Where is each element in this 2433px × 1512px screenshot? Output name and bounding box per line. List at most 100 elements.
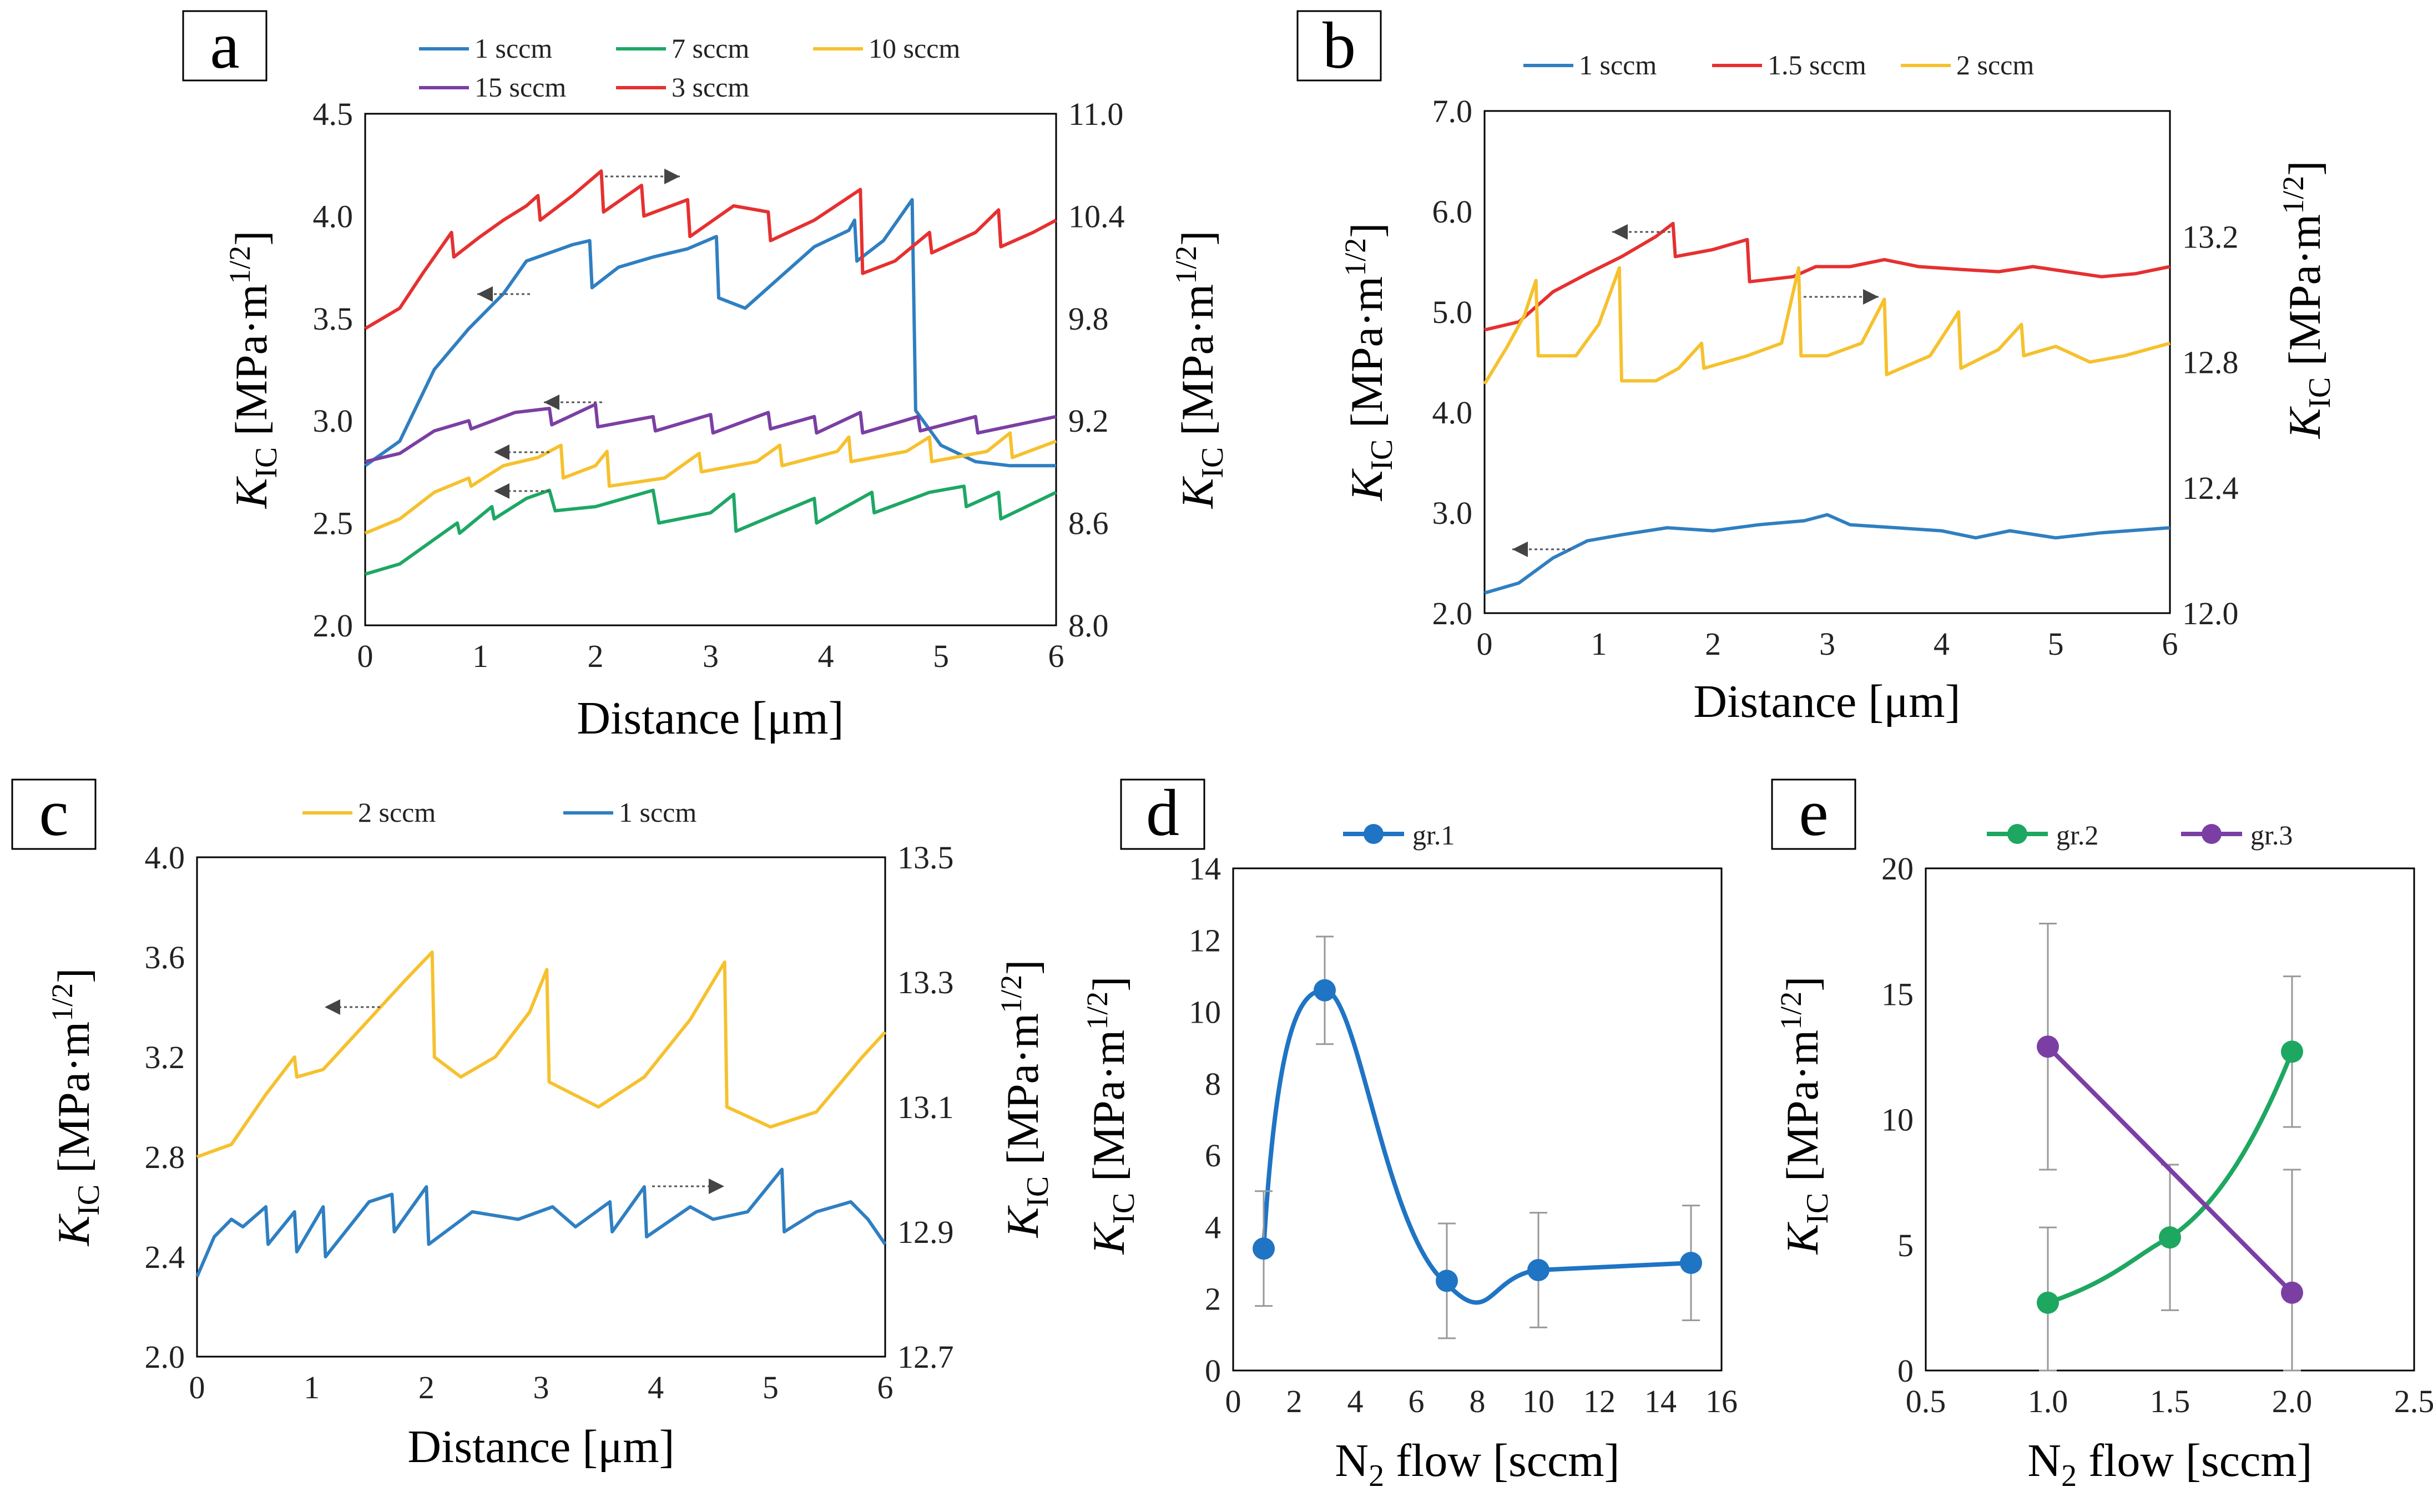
b-xtick-label: 3 (1819, 626, 1835, 662)
b-direction-arrow-head (1863, 289, 1879, 305)
panel-b-ylabel-left: KIC [MPa·m1/2] (1339, 223, 1399, 502)
a-ytick-right-label: 8.0 (1068, 608, 1109, 644)
a-ytick-left-label: 2.0 (313, 608, 354, 644)
a-xtick-label: 6 (1048, 638, 1064, 674)
e-xtick-label: 1.0 (2028, 1383, 2068, 1419)
panel-d-ylabel: KIC [MPa·m1/2] (1081, 977, 1141, 1255)
panel-b-series (1483, 221, 2170, 595)
panel-a: a 1 sccm 7 sccm 10 sccm 15 sccm 3 sccm 0 1 2 3 4… (182, 8, 1230, 744)
d-xtick-label: 10 (1522, 1383, 1554, 1419)
a-ytick-right-label: 8.6 (1068, 505, 1109, 542)
e-series-line-gr.3 (2046, 1045, 2294, 1294)
a-legend-label: 1 sccm (475, 33, 552, 64)
e-legend-label: gr.2 (2056, 820, 2098, 851)
b-xtick-label: 2 (1705, 626, 1721, 662)
c-xtick-label: 1 (304, 1369, 320, 1405)
panel-b-letter: b (1322, 8, 1356, 82)
c-ytick-right-label: 13.5 (897, 840, 954, 876)
e-ytick-label: 15 (1881, 976, 1914, 1012)
c-ytick-left-label: 3.2 (145, 1039, 185, 1075)
panel-b-letter-box (1296, 10, 1382, 82)
panel-c-series (195, 950, 887, 1278)
panel-d-letter: d (1146, 776, 1179, 849)
d-data-point (1436, 1270, 1458, 1292)
panel-c-letter-box (11, 778, 97, 850)
b-direction-arrow-head (1612, 224, 1628, 240)
panel-e-plot-area (1925, 867, 2415, 1372)
panel-a-legend: 1 sccm 7 sccm 10 sccm 15 sccm 3 sccm (419, 33, 960, 103)
d-xtick-label: 16 (1705, 1383, 1738, 1419)
a-series-line-1-sccm (364, 198, 1056, 468)
e-ytick-label: 5 (1897, 1227, 1914, 1263)
b-xtick-label: 5 (2048, 626, 2064, 662)
c-legend-label: 1 sccm (619, 797, 696, 828)
panel-c-letter: c (39, 776, 68, 849)
a-xtick-label: 1 (472, 638, 488, 674)
a-ytick-left-label: 3.0 (313, 403, 354, 439)
a-ytick-right-label: 11.0 (1068, 96, 1123, 132)
panel-a-series (364, 169, 1057, 576)
e-xtick-label: 2.0 (2272, 1383, 2313, 1419)
panel-a-ylabel-left: KIC [MPa·m1/2] (223, 231, 284, 509)
panel-d: d gr.1 0 2 4 6 8 10 12 14 16 0 2 4 6 8 10 12 14 N2 flow … (1081, 776, 1738, 1493)
panel-b-xlabel: Distance [μm] (1693, 676, 1960, 727)
d-data-point (1680, 1252, 1702, 1275)
b-ytick-left-label: 6.0 (1432, 194, 1473, 230)
c-direction-arrow-head (325, 999, 340, 1015)
d-xtick-label: 6 (1409, 1383, 1425, 1419)
d-ytick-label: 8 (1205, 1066, 1221, 1102)
d-series-line-gr.1 (1261, 988, 1692, 1305)
panel-e-letter-box (1771, 778, 1856, 850)
a-ytick-right-label: 9.2 (1068, 403, 1109, 439)
c-xtick-label: 5 (763, 1369, 779, 1405)
a-xtick-label: 4 (818, 638, 834, 674)
e-xtick-label: 1.5 (2150, 1383, 2190, 1419)
d-data-point (1253, 1237, 1275, 1260)
d-ytick-label: 6 (1205, 1137, 1221, 1174)
b-ytick-left-label: 3.0 (1432, 495, 1473, 531)
panel-a-xlabel: Distance [μm] (577, 692, 844, 744)
panel-e-xlabel: N2 flow [sccm] (2027, 1435, 2312, 1493)
d-legend-label: gr.1 (1412, 820, 1455, 851)
a-direction-arrow-head (494, 444, 509, 460)
e-ytick-label: 0 (1897, 1353, 1914, 1389)
b-series-line-1-sccm (1484, 513, 2170, 595)
panel-b-legend: 1 sccm 1.5 sccm 2 sccm (1523, 49, 2034, 80)
e-ytick-label: 20 (1881, 851, 1914, 887)
d-xtick-label: 12 (1583, 1383, 1616, 1419)
a-legend-label: 3 sccm (672, 72, 749, 103)
d-ytick-label: 12 (1189, 922, 1221, 958)
d-ytick-label: 2 (1205, 1281, 1221, 1317)
a-direction-arrow-head (477, 286, 493, 302)
a-direction-arrow-head (494, 483, 509, 499)
panel-c-ylabel-right: KIC [MPa·m1/2] (995, 960, 1055, 1238)
a-xtick-label: 2 (588, 638, 604, 674)
e-data-point (2159, 1226, 2181, 1249)
c-ytick-left-label: 2.0 (145, 1339, 185, 1375)
c-xtick-label: 0 (189, 1369, 205, 1405)
b-ytick-left-label: 7.0 (1432, 93, 1473, 129)
panel-a-plot-area (364, 113, 1057, 626)
c-series-line-2-sccm (196, 950, 887, 1159)
e-series-line-gr.2 (2047, 1050, 2294, 1305)
panel-e-series (2037, 923, 2303, 1372)
a-ytick-left-label: 4.5 (313, 96, 354, 132)
panel-e-ticks: 0.5 1.0 1.5 2.0 2.5 0 5 10 15 20 (1881, 851, 2433, 1419)
b-legend-label: 1 sccm (1579, 49, 1657, 80)
b-xtick-label: 0 (1477, 626, 1493, 662)
a-xtick-label: 5 (933, 638, 949, 674)
e-ytick-label: 10 (1881, 1102, 1914, 1138)
b-ytick-left-label: 4.0 (1432, 395, 1473, 431)
d-ytick-label: 10 (1189, 994, 1221, 1030)
d-ytick-label: 4 (1205, 1209, 1221, 1245)
panel-c-xlabel: Distance [μm] (407, 1421, 674, 1473)
c-ytick-right-label: 13.1 (897, 1089, 954, 1125)
b-xtick-label: 4 (1934, 626, 1950, 662)
a-series-line-7-sccm (365, 484, 1057, 576)
c-ytick-left-label: 3.6 (145, 939, 185, 975)
panel-a-ticks: 0 1 2 3 4 5 6 2.0 2.5 3.0 3.5 4.0 4.5 8.0 8.6 9.2 9.8 10.… (313, 96, 1125, 674)
panel-e: e gr.2 gr.3 0.5 1.0 1.5 2.0 2.5 0 5 10 15 20 N2 fl… (1771, 776, 2433, 1493)
c-legend-label: 2 sccm (358, 797, 436, 828)
b-legend-label: 1.5 sccm (1768, 49, 1866, 80)
